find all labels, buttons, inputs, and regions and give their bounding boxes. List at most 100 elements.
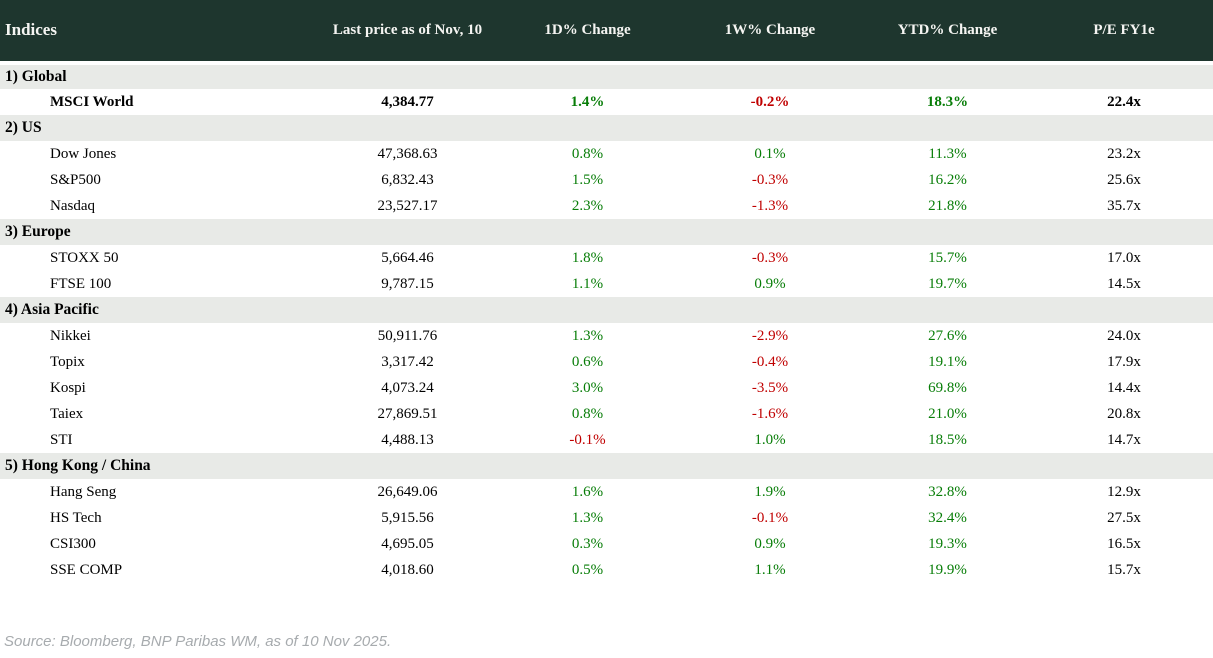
table-header-row: Indices Last price as of Nov, 10 1D% Cha…: [0, 0, 1213, 65]
change-1w: -2.9%: [751, 327, 789, 344]
column-header-ytd-change: YTD% Change: [860, 0, 1035, 65]
index-row: Hang Seng 26,649.06 1.6% 1.9% 32.8% 12.9x: [0, 479, 1213, 505]
change-ytd: 32.4%: [928, 509, 967, 526]
change-1w: 1.1%: [754, 561, 786, 578]
section-header-row: 5) Hong Kong / China: [0, 453, 1213, 479]
change-ytd: 21.8%: [928, 197, 967, 214]
pe-fy1e: 14.7x: [1107, 431, 1141, 448]
change-1w: 1.0%: [754, 431, 786, 448]
index-row: SSE COMP 4,018.60 0.5% 1.1% 19.9% 15.7x: [0, 557, 1213, 583]
change-1w: -1.6%: [751, 405, 789, 422]
change-1w: 0.9%: [754, 535, 786, 552]
pe-fy1e: 24.0x: [1107, 327, 1141, 344]
pe-fy1e: 15.7x: [1107, 561, 1141, 578]
index-row: Kospi 4,073.24 3.0% -3.5% 69.8% 14.4x: [0, 375, 1213, 401]
index-name: Topix: [50, 353, 85, 370]
last-price: 5,664.46: [381, 249, 434, 266]
change-ytd: 19.7%: [928, 275, 967, 292]
change-1w: -0.1%: [751, 509, 789, 526]
change-1d: -0.1%: [569, 431, 606, 448]
index-row: Dow Jones 47,368.63 0.8% 0.1% 11.3% 23.2x: [0, 141, 1213, 167]
pe-fy1e: 27.5x: [1107, 509, 1141, 526]
section-header-row: 2) US: [0, 115, 1213, 141]
change-1d: 1.1%: [571, 275, 604, 292]
index-row: S&P500 6,832.43 1.5% -0.3% 16.2% 25.6x: [0, 167, 1213, 193]
index-row: Nasdaq 23,527.17 2.3% -1.3% 21.8% 35.7x: [0, 193, 1213, 219]
last-price: 26,649.06: [377, 483, 438, 500]
last-price: 23,527.17: [377, 197, 438, 214]
change-1d: 0.8%: [571, 405, 604, 422]
section-header-row: 4) Asia Pacific: [0, 297, 1213, 323]
index-row: MSCI World 4,384.77 1.4% -0.2% 18.3% 22.4x: [0, 89, 1213, 115]
last-price: 27,869.51: [377, 405, 438, 422]
change-ytd: 11.3%: [928, 145, 967, 162]
change-ytd: 32.8%: [928, 483, 967, 500]
table-body: 1) Global MSCI World 4,384.77 1.4% -0.2% 18.3…: [0, 63, 1213, 583]
change-1d: 0.6%: [571, 353, 604, 370]
index-name: Nasdaq: [50, 197, 95, 214]
section-header-row: 1) Global: [0, 63, 1213, 89]
index-name: S&P500: [50, 171, 101, 188]
source-caption: Source: Bloomberg, BNP Paribas WM, as of…: [4, 633, 392, 650]
index-row: CSI300 4,695.05 0.3% 0.9% 19.3% 16.5x: [0, 531, 1213, 557]
pe-fy1e: 16.5x: [1107, 535, 1141, 552]
section-header-row: 3) Europe: [0, 219, 1213, 245]
change-1d: 0.8%: [571, 145, 604, 162]
pe-fy1e: 22.4x: [1107, 93, 1141, 110]
change-ytd: 19.3%: [928, 535, 967, 552]
change-1d: 1.3%: [571, 509, 604, 526]
index-name: STI: [50, 431, 73, 448]
pe-fy1e: 14.5x: [1107, 275, 1141, 292]
column-header-pe-fy1e: P/E FY1e: [1035, 0, 1213, 65]
change-1d: 0.5%: [571, 561, 604, 578]
section-label: 4) Asia Pacific: [5, 301, 99, 318]
index-name: Nikkei: [50, 327, 91, 344]
section-label: 1) Global: [5, 68, 67, 85]
indices-table-container: Indices Last price as of Nov, 10 1D% Cha…: [0, 0, 1213, 583]
change-1w: -1.3%: [751, 197, 789, 214]
last-price: 3,317.42: [381, 353, 434, 370]
last-price: 5,915.56: [381, 509, 434, 526]
column-header-last-price: Last price as of Nov, 10: [320, 0, 495, 65]
change-ytd: 18.5%: [928, 431, 967, 448]
change-1w: -0.3%: [751, 249, 789, 266]
pe-fy1e: 23.2x: [1107, 145, 1141, 162]
index-name: FTSE 100: [50, 275, 112, 292]
change-1w: 0.1%: [754, 145, 786, 162]
pe-fy1e: 17.9x: [1107, 353, 1141, 370]
index-name: HS Tech: [50, 509, 102, 526]
pe-fy1e: 25.6x: [1107, 171, 1141, 188]
change-ytd: 19.9%: [928, 561, 967, 578]
pe-fy1e: 12.9x: [1107, 483, 1141, 500]
change-ytd: 18.3%: [926, 93, 969, 110]
change-1w: 0.9%: [754, 275, 786, 292]
last-price: 4,018.60: [381, 561, 434, 578]
section-label: 3) Europe: [5, 223, 71, 240]
change-1w: -0.2%: [750, 93, 790, 110]
section-label: 2) US: [5, 119, 42, 136]
index-row: FTSE 100 9,787.15 1.1% 0.9% 19.7% 14.5x: [0, 271, 1213, 297]
change-1d: 1.4%: [570, 93, 605, 110]
index-row: Topix 3,317.42 0.6% -0.4% 19.1% 17.9x: [0, 349, 1213, 375]
change-1d: 2.3%: [571, 197, 604, 214]
index-name: SSE COMP: [50, 561, 123, 578]
change-ytd: 16.2%: [928, 171, 967, 188]
change-1w: -0.3%: [751, 171, 789, 188]
pe-fy1e: 20.8x: [1107, 405, 1141, 422]
change-1w: -0.4%: [751, 353, 789, 370]
change-1d: 1.5%: [571, 171, 604, 188]
index-name: Kospi: [50, 379, 86, 396]
last-price: 4,384.77: [381, 93, 434, 110]
index-name: CSI300: [50, 535, 96, 552]
column-header-1w-change: 1W% Change: [680, 0, 860, 65]
change-1w: -3.5%: [751, 379, 789, 396]
change-1d: 3.0%: [571, 379, 604, 396]
last-price: 4,488.13: [381, 431, 434, 448]
change-1d: 1.3%: [571, 327, 604, 344]
change-ytd: 27.6%: [928, 327, 967, 344]
change-ytd: 19.1%: [928, 353, 967, 370]
index-name: MSCI World: [50, 93, 134, 110]
change-1d: 1.8%: [571, 249, 604, 266]
change-ytd: 15.7%: [928, 249, 967, 266]
change-1d: 0.3%: [571, 535, 604, 552]
